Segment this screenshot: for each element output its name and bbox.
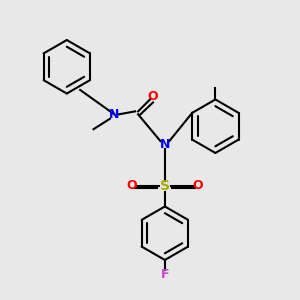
Text: O: O — [148, 90, 158, 103]
Text: N: N — [109, 108, 119, 121]
Text: O: O — [127, 179, 137, 192]
Text: N: N — [160, 138, 170, 151]
Text: S: S — [160, 179, 170, 193]
Text: F: F — [160, 268, 169, 281]
Text: O: O — [192, 179, 203, 192]
